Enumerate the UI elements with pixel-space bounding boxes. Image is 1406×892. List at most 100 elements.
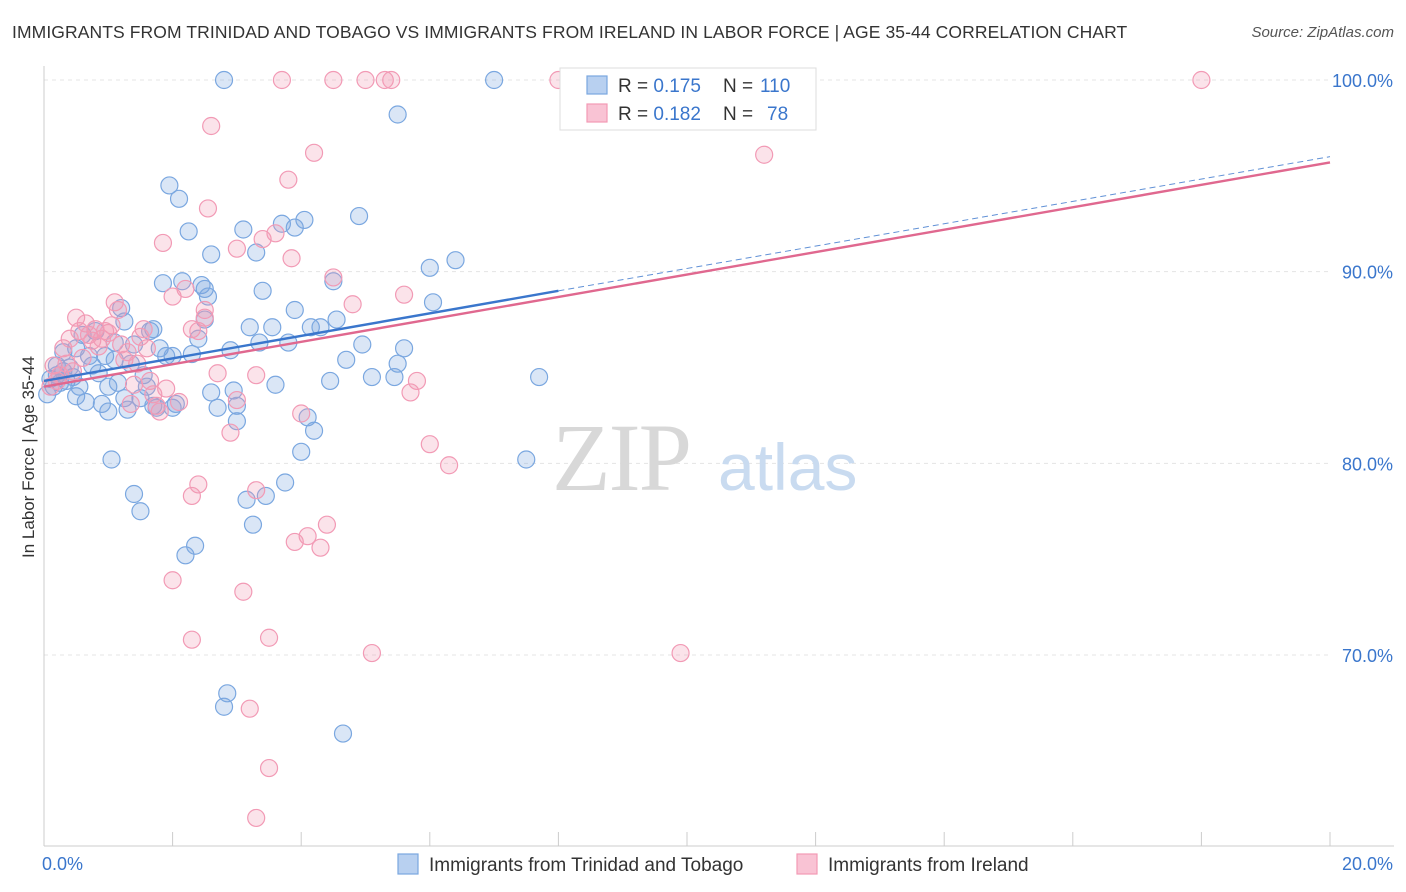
data-point xyxy=(256,486,275,506)
data-point xyxy=(301,318,320,337)
data-point xyxy=(324,70,343,90)
legend-r-label-2: R = xyxy=(618,104,653,125)
data-point xyxy=(401,383,420,402)
data-point xyxy=(227,239,246,258)
data-point xyxy=(517,450,536,469)
legend-swatch-ireland xyxy=(586,103,608,123)
data-point xyxy=(140,321,160,341)
legend-series-swatch-trinidad xyxy=(397,853,419,875)
tick-labels: 100.0% 90.0% 80.0% 70.0% 0.0% 20.0% xyxy=(42,71,1393,874)
data-point xyxy=(163,346,182,366)
data-point xyxy=(324,272,343,291)
y-tick-label: 70.0% xyxy=(1342,646,1393,666)
data-point xyxy=(227,396,246,415)
data-point xyxy=(95,346,115,366)
data-point xyxy=(67,387,86,406)
watermark-zip: ZIP xyxy=(552,404,690,511)
y-axis-label: In Labor Force | Age 35-44 xyxy=(19,356,38,558)
data-point xyxy=(304,421,324,440)
data-point xyxy=(321,371,340,391)
data-point xyxy=(337,350,356,369)
legend-series-label-ireland: Immigrants from Ireland xyxy=(828,855,1029,876)
legend-series-swatch-ireland xyxy=(796,853,818,875)
data-point xyxy=(227,412,246,431)
data-point xyxy=(295,210,314,230)
data-point xyxy=(99,377,118,396)
data-point xyxy=(356,70,375,90)
data-point xyxy=(121,394,140,414)
data-point xyxy=(420,258,439,277)
trend-line-ireland xyxy=(43,161,1331,388)
data-point xyxy=(224,381,243,400)
data-point xyxy=(240,318,259,337)
data-point xyxy=(124,375,144,394)
data-point xyxy=(266,375,285,394)
data-point xyxy=(394,339,414,358)
legend-series: Immigrants from Trinidad and Tobago Immi… xyxy=(397,853,1029,876)
data-point xyxy=(671,643,690,663)
data-point xyxy=(176,279,195,299)
data-point xyxy=(530,367,549,387)
data-point xyxy=(221,423,240,442)
data-point xyxy=(375,70,394,90)
data-point xyxy=(102,316,121,335)
data-point xyxy=(67,308,86,327)
data-point xyxy=(202,383,221,402)
data-point xyxy=(54,339,73,358)
data-point xyxy=(79,346,99,366)
data-point xyxy=(137,339,156,358)
data-point xyxy=(420,435,439,454)
data-point xyxy=(147,396,166,415)
chart-title: IMMIGRANTS FROM TRINIDAD AND TOBAGO VS I… xyxy=(12,22,1128,42)
data-point xyxy=(247,808,266,828)
data-point xyxy=(285,218,304,237)
data-point xyxy=(240,699,259,718)
data-point xyxy=(353,335,372,354)
svg-text:R = 0.175: R = 0.175 xyxy=(618,76,701,97)
data-point xyxy=(99,402,118,421)
series-ireland-points xyxy=(41,70,1211,828)
data-point xyxy=(76,314,95,333)
data-point xyxy=(324,268,343,287)
data-point xyxy=(202,245,221,264)
data-point xyxy=(234,582,253,601)
data-point xyxy=(108,373,128,392)
data-point xyxy=(169,392,189,412)
data-point xyxy=(179,222,198,241)
data-point xyxy=(263,318,282,337)
data-point xyxy=(198,199,218,218)
x-tick-label: 0.0% xyxy=(42,854,83,874)
data-point xyxy=(259,758,279,778)
data-point xyxy=(176,546,195,565)
data-point xyxy=(382,70,401,90)
data-point xyxy=(446,251,465,270)
legend-stats: R = 0.175 N = 110 R = 0.182 N = 78 xyxy=(559,67,817,131)
data-point xyxy=(272,70,292,90)
svg-text:R = 0.182: R = 0.182 xyxy=(618,104,701,125)
data-point xyxy=(362,643,382,663)
data-point xyxy=(247,481,266,500)
data-point xyxy=(189,475,208,494)
data-point xyxy=(134,320,153,339)
y-tick-label: 100.0% xyxy=(1332,71,1393,91)
data-point xyxy=(182,320,201,339)
data-point xyxy=(182,486,201,506)
data-point xyxy=(439,456,459,475)
data-point xyxy=(157,379,176,398)
data-point xyxy=(124,484,144,504)
data-point xyxy=(169,189,189,208)
data-point xyxy=(285,300,304,320)
data-point xyxy=(259,628,279,647)
legend-r-value-2: 0.182 xyxy=(653,104,701,125)
watermark: ZIP atlas xyxy=(552,404,857,511)
legend-n-label-1: N = xyxy=(723,76,758,97)
data-point xyxy=(388,105,407,124)
data-point xyxy=(202,116,221,136)
data-point xyxy=(108,300,128,320)
legend-swatch-trinidad xyxy=(586,75,608,95)
data-point xyxy=(73,348,92,368)
source-credit: Source: ZipAtlas.com xyxy=(1251,24,1394,41)
data-point xyxy=(160,176,179,195)
data-point xyxy=(153,274,173,293)
data-point xyxy=(227,390,246,410)
